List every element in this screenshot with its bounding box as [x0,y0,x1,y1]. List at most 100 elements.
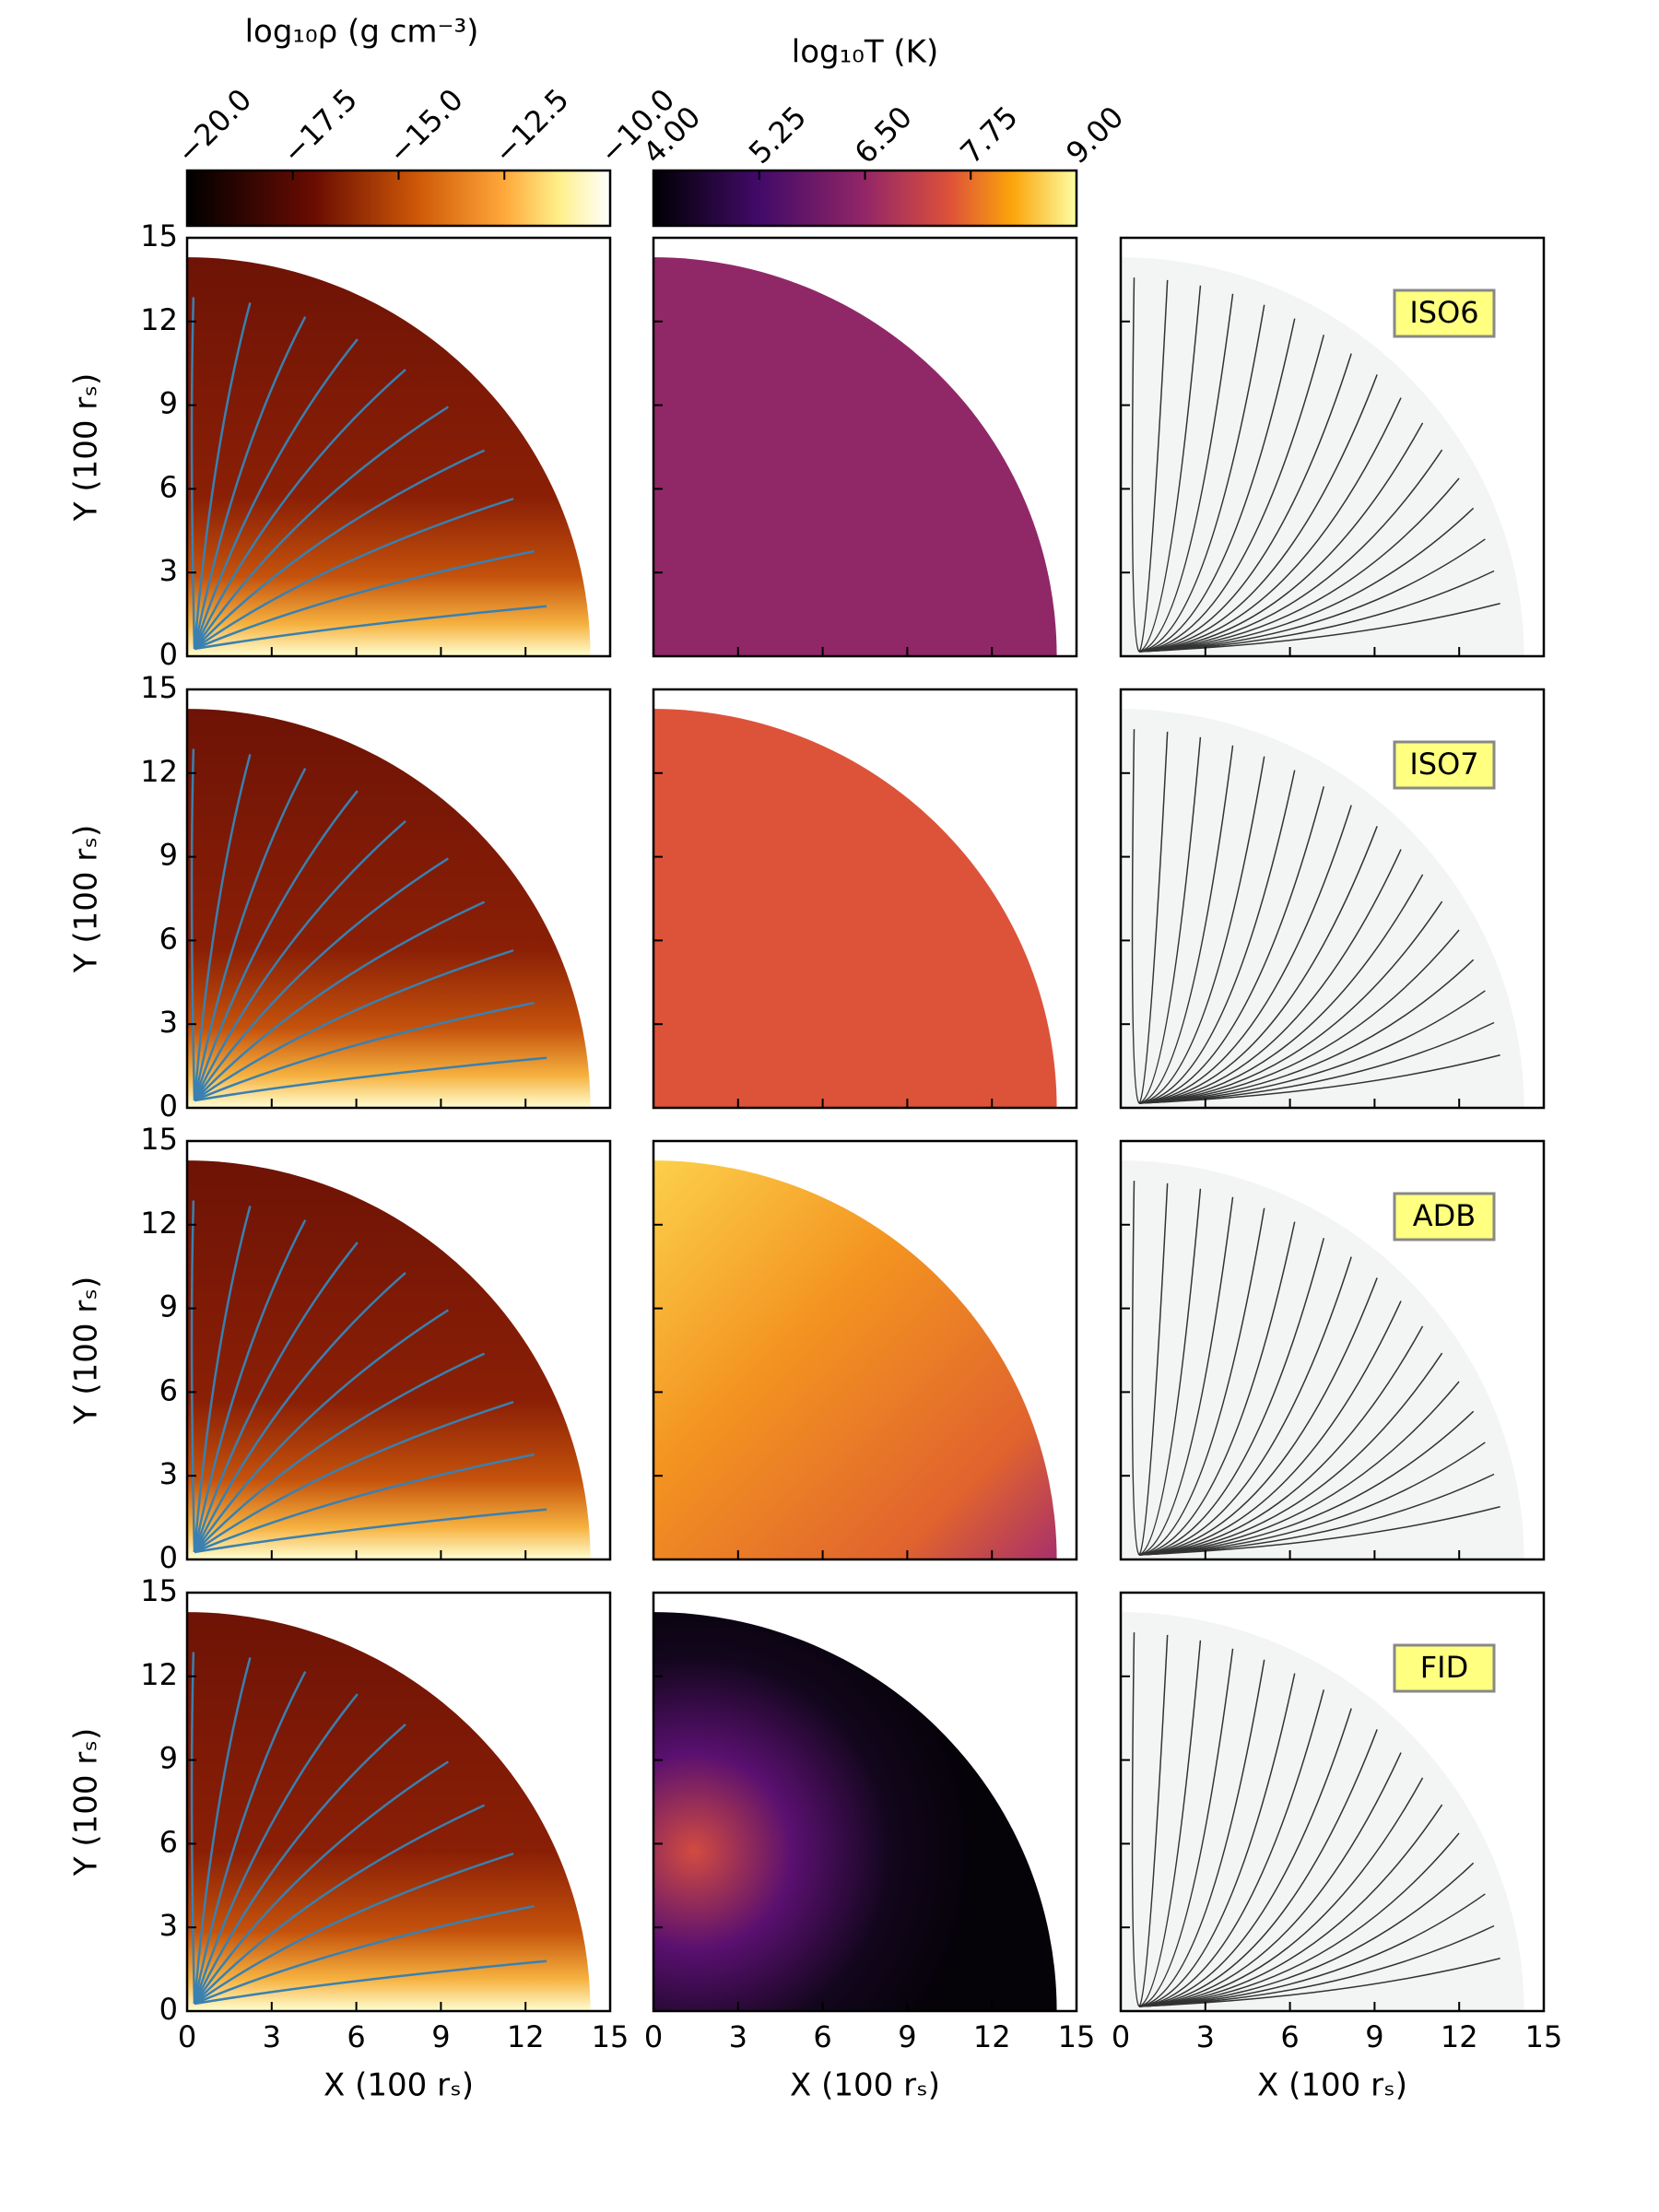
x-tick-label: 6 [813,2019,831,2054]
x-tick-label: 15 [1525,2019,1563,2054]
streamline [194,1056,547,1102]
panel: 0 3 6 9 12 15 Y (100 rₛ) [68,1122,612,1575]
y-tick-label: 6 [159,1824,178,1859]
panel: ISO7 [1119,688,1546,1110]
x-tick-label: 9 [431,2019,450,2054]
colorbar-tick-label: −15.0 [382,82,470,171]
contour [1138,1648,1234,2007]
streamline [194,1959,547,2006]
panel: 0 3 6 9 12 15 Y (100 rₛ) [68,670,612,1124]
contour [1138,1207,1265,1556]
model-label: ISO6 [1409,295,1478,330]
contour [1138,1188,1202,1556]
streamline [194,1453,535,1554]
map [653,1612,1057,2011]
streamline [190,297,196,650]
y-tick-label: 12 [140,754,178,789]
y-tick-label: 6 [159,469,178,504]
contour [1138,1804,1443,2007]
colorbar-tick-label: −17.5 [276,82,364,171]
streamline [190,1200,196,1553]
contour [1131,277,1140,653]
panel: 0 3 6 9 12 15 0 3 6 9 12 15 Y (100 rₛ) X (100 rₛ) [68,1573,629,2104]
contour [1131,1181,1140,1556]
x-tick-label: 3 [263,2019,281,2054]
contour [1138,449,1443,653]
contour [1138,507,1475,653]
y-tick-label: 6 [159,1372,178,1407]
map [187,709,591,1108]
streamline [194,1001,535,1102]
x-tick-label: 0 [1112,2019,1130,2054]
contour [1138,1659,1265,2007]
streamline [190,748,196,1101]
contour [1138,422,1424,653]
contour [1138,285,1202,653]
map [1121,1612,1524,2011]
map [1121,709,1524,1108]
contour [1131,729,1140,1104]
contour [1138,1221,1296,1556]
map [187,1160,591,1559]
streamline [193,1657,252,2005]
model-label: ISO7 [1409,747,1478,782]
contour [1138,397,1402,653]
y-tick-label: 15 [140,1573,178,1608]
y-axis-label: Y (100 rₛ) [68,1728,105,1877]
colorbar-tick-label: 9.00 [1059,100,1130,171]
streamline [194,449,486,650]
panel [652,688,1078,1110]
streamline [193,1723,406,2005]
streamline [193,790,359,1101]
streamline [193,1671,307,2005]
contour [1138,1277,1378,1556]
colorbar-tick-label: −20.0 [170,82,258,171]
contour [1138,874,1424,1104]
y-tick-label: 6 [159,921,178,956]
panel-frame [1119,1591,1546,2013]
contour [1138,304,1265,653]
model-label-box [1393,740,1496,790]
streamline [194,949,514,1102]
colorbar-tick-label: 6.50 [848,100,919,171]
panel: ISO6 [1119,236,1546,658]
contour [1138,1640,1202,2007]
panel-frame [652,236,1078,658]
contour [1138,1634,1169,2007]
contour [1138,1729,1378,2007]
contour [1138,1473,1495,1556]
contour [1138,335,1325,653]
streamline [193,302,252,650]
x-tick-label: 3 [1196,2019,1215,2054]
model-label-box [1393,288,1496,338]
y-tick-label: 15 [140,218,178,253]
streamline [193,1219,307,1553]
colorbar-tick-label: 7.75 [953,100,1024,171]
panel-frame [185,236,612,658]
contour [1138,1021,1495,1104]
panel-frame [1119,236,1546,658]
contour [1138,1708,1352,2007]
y-tick-label: 0 [159,637,178,672]
contour [1138,293,1234,653]
y-tick-label: 0 [159,1992,178,2027]
streamline [194,549,535,651]
map [653,1160,1057,1559]
contour [1138,826,1378,1104]
contour [1138,1924,1495,2007]
streamline [194,1401,514,1554]
contour [1138,929,1460,1104]
streamline [194,1904,535,2006]
x-tick-label: 6 [347,2019,365,2054]
model-label-box [1393,1643,1496,1693]
x-tick-label: 15 [592,2019,629,2054]
contour [1138,1893,1486,2007]
contour [1138,990,1486,1104]
streamline [194,1853,514,2006]
streamline [193,768,307,1101]
x-tick-label: 3 [729,2019,747,2054]
panel: 0 3 6 9 12 15 Y (100 rₛ) [68,218,612,672]
y-tick-label: 12 [140,1206,178,1241]
contour [1138,770,1296,1104]
x-tick-label: 9 [1365,2019,1383,2054]
